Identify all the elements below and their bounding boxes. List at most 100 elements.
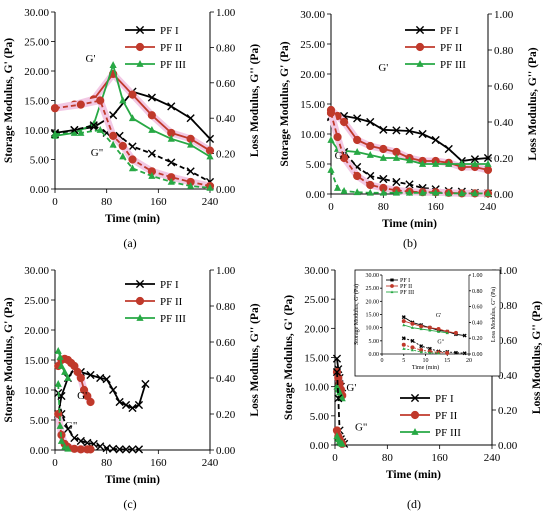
y2-tick-label: 0.40 xyxy=(494,117,514,129)
y2-tick-label: 0.60 xyxy=(498,335,518,347)
series-pf3-point xyxy=(206,152,214,160)
series-pf2-point xyxy=(76,100,85,109)
series-pf3-point xyxy=(77,128,85,136)
series-pf1-point-b xyxy=(134,445,144,454)
y-tick-label: 30.00 xyxy=(300,9,325,21)
series-pf1-point-b xyxy=(453,350,458,355)
y2-axis-label: Loss Modulus, G'' (Pa) xyxy=(531,301,543,414)
series-pf2-point xyxy=(326,108,336,118)
series-pf3-point xyxy=(445,331,449,335)
series-pf3-point xyxy=(128,114,137,122)
y-tick-label: 5.00 xyxy=(306,159,326,171)
x-axis-label: Time (min) xyxy=(382,218,437,230)
series-pf3-point xyxy=(56,353,64,360)
panel-c: 0.00 5.00 10.00 15.00 20.00 25.00 30.00 0.00 0.2… xyxy=(3,265,261,511)
series-pf3-point xyxy=(54,380,62,387)
series-pf1-point xyxy=(205,134,215,143)
y2-tick-label: 1.00 xyxy=(472,273,483,279)
x-tick-label: 240 xyxy=(202,196,219,208)
legend-marker xyxy=(415,25,425,35)
series-pf1-point xyxy=(431,135,440,145)
y2-axis-label: Loss Modulus, G'' (Pa) xyxy=(490,287,497,342)
legend-label: PF II xyxy=(435,410,458,422)
series-pf3-loss-line xyxy=(330,169,488,195)
series-pf3-point xyxy=(418,160,427,167)
series-pf1-point xyxy=(102,375,111,384)
y-tick-label: 0.00 xyxy=(310,440,330,452)
series-pf1-point xyxy=(419,344,424,349)
series-pf1-point-b xyxy=(89,121,98,130)
curve-annotation: G" xyxy=(437,339,444,345)
legend-marker xyxy=(136,60,144,67)
series-pf1-point xyxy=(392,126,401,135)
legend-marker-b xyxy=(410,393,420,403)
y-tick-label: 10.00 xyxy=(300,129,325,141)
legend-marker-b xyxy=(135,25,145,35)
series-pf1-point-b xyxy=(128,445,137,454)
series-pf1-point-b xyxy=(366,171,375,181)
series-pf1-point xyxy=(366,171,375,181)
series-pf1-point xyxy=(70,433,79,443)
series-pf2-point xyxy=(453,330,458,335)
y2-tick-label: 0.60 xyxy=(494,81,514,93)
series-pf1-point xyxy=(89,121,98,130)
series-pf1-point xyxy=(141,379,150,389)
series-pf1-point xyxy=(186,114,195,123)
series-pf1-point xyxy=(462,351,467,356)
legend-marker xyxy=(410,393,420,403)
x-tick-label: 0 xyxy=(52,196,58,208)
series-pf2-point xyxy=(339,117,349,127)
y2-tick-label: 1.00 xyxy=(494,9,514,21)
series-pf3-point xyxy=(340,187,348,194)
series-pf1-point-b xyxy=(334,394,343,403)
curve-annotation: G" xyxy=(91,147,103,159)
series-pf1-point-b xyxy=(109,111,118,120)
series-pf3-point xyxy=(432,188,440,196)
panel-d-inset: 0.00 5.00 10.00 15.00 20.00 25.00 30.00 0.00 0.2… xyxy=(353,269,501,377)
series-pf2-point xyxy=(128,90,137,99)
y-tick-label: 30.00 xyxy=(366,273,380,279)
series-pf1-point-b xyxy=(418,129,427,139)
series-pf1-point xyxy=(483,153,493,163)
series-pf1-point-b xyxy=(431,135,440,145)
series-pf1-point-b xyxy=(379,125,388,134)
series-pf1-point-b xyxy=(76,436,85,446)
series-pf1-point xyxy=(167,158,176,167)
curve-annotation: G' xyxy=(77,390,87,402)
series-pf1-point xyxy=(86,370,95,380)
legend-marker xyxy=(390,284,394,288)
series-pf3-point xyxy=(327,136,335,143)
series-pf1-point xyxy=(121,445,131,454)
series-pf1-point-b xyxy=(186,167,195,176)
series-pf1-point xyxy=(115,397,124,407)
series-pf1-point xyxy=(134,400,144,410)
series-pf1-point-b xyxy=(462,351,467,356)
series-pf3-point xyxy=(471,160,479,167)
legend-label: PF II xyxy=(160,42,183,54)
series-pf2-point xyxy=(339,153,349,163)
legend-marker-b xyxy=(390,278,394,282)
y-tick-label: 20.00 xyxy=(24,66,49,78)
y2-tick-label: 0.00 xyxy=(494,189,514,201)
legend-label: PF III xyxy=(440,59,466,71)
series-pf2-point xyxy=(483,165,493,175)
series-pf1-point xyxy=(128,403,137,413)
series-pf1-point-b xyxy=(109,385,118,395)
y-tick-label: 30.00 xyxy=(24,265,49,277)
series-pf1-point xyxy=(147,149,156,158)
series-pf3-point xyxy=(366,188,374,196)
series-pf1-point-b xyxy=(353,114,362,123)
y2-tick-label: 0.60 xyxy=(472,305,483,311)
series-pf1-point-b xyxy=(109,444,118,453)
series-pf3-point xyxy=(187,182,195,189)
series-pf1-point-b xyxy=(63,424,73,434)
x-tick-label: 160 xyxy=(150,196,167,208)
y2-tick-label: 0.00 xyxy=(472,352,483,358)
legend-marker xyxy=(135,279,145,289)
series-pf1-point-b xyxy=(89,122,98,132)
series-pf3-point xyxy=(471,189,479,197)
legend-label: PF III xyxy=(435,427,461,439)
series-pf1-point-b xyxy=(96,373,105,383)
panel-b: 0.00 5.00 10.00 15.00 20.00 25.00 30.00 0.00 0.2… xyxy=(279,9,539,250)
series-pf1-point-b xyxy=(186,114,195,123)
